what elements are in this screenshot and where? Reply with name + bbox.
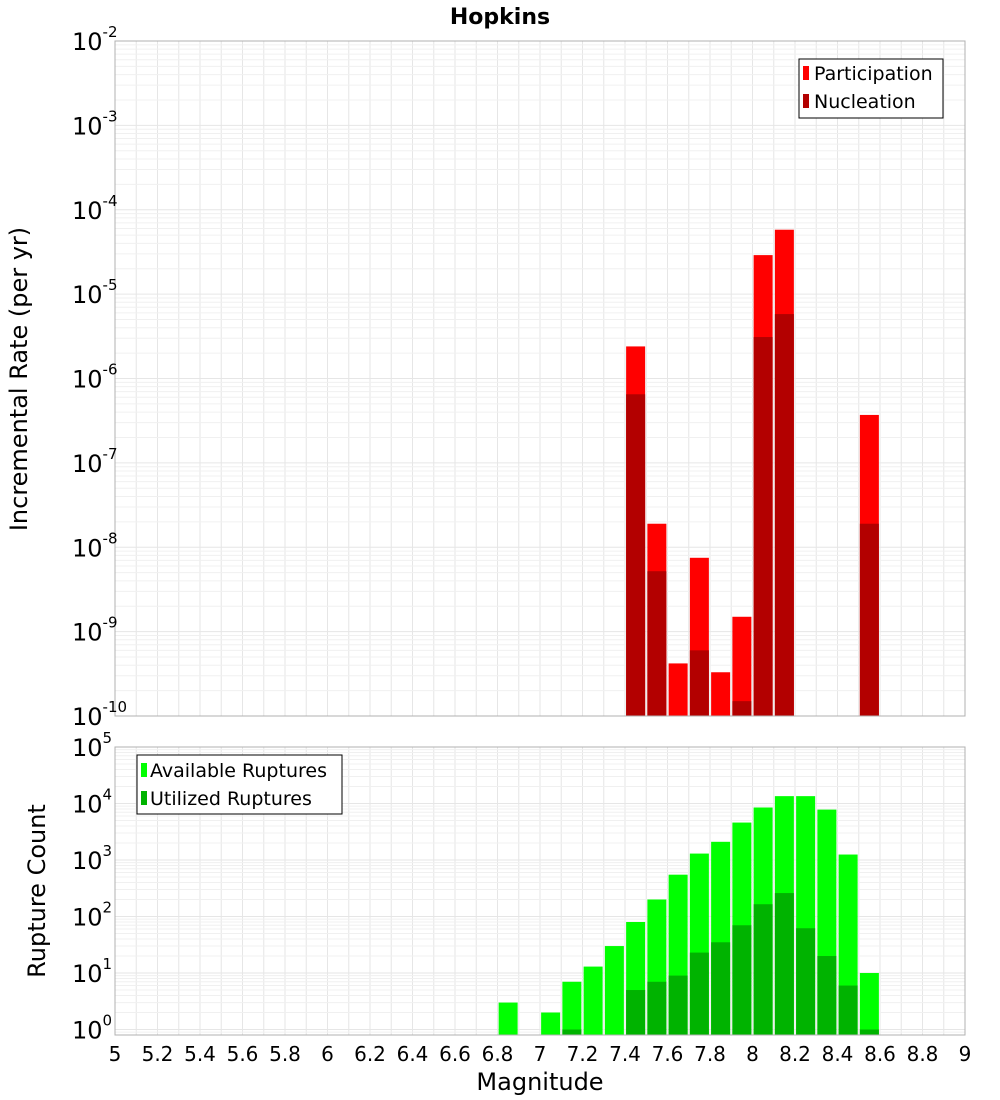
bottom-bar-series2 [817, 956, 837, 1035]
bottom-bar-series2 [796, 928, 816, 1035]
x-tick-label: 6 [321, 1042, 334, 1066]
bottom-bar-series1 [498, 1002, 518, 1035]
bottom-y-tick-label: 104 [72, 786, 112, 819]
x-tick-labels: 5 5.2 5.4 5.6 5.8 6 6.2 6.4 6.6 6.8 7 7.2 7.4 7.6 7.8 8… [109, 1042, 972, 1066]
bottom-bar-series2 [562, 1029, 582, 1035]
bottom-bar-series2 [689, 952, 709, 1035]
x-tick-label: 5 [109, 1042, 122, 1066]
bottom-bar-series1 [859, 973, 879, 1035]
x-tick-label: 5.6 [227, 1042, 259, 1066]
bottom-bar-series2 [711, 942, 731, 1035]
top-bar-series2 [626, 394, 646, 716]
bottom-bar-series2 [838, 985, 858, 1035]
legend-label-available: Available Ruptures [150, 760, 327, 782]
bottom-y-tick-label: 100 [72, 1012, 112, 1045]
top-y-tick-label: 10-9 [72, 614, 118, 647]
x-tick-label: 7.6 [652, 1042, 684, 1066]
bottom-bar-series2 [859, 1029, 879, 1035]
x-tick-label: 6.2 [354, 1042, 386, 1066]
bottom-y-tick-label: 103 [72, 842, 112, 875]
bottom-legend-box [136, 754, 343, 815]
top-bar-series2 [753, 337, 773, 716]
bottom-y-tick-label: 102 [72, 899, 112, 932]
top-bar-series2 [689, 650, 709, 716]
bottom-legend: Available Ruptures Utilized Ruptures [136, 754, 343, 815]
top-y-tick-label: 10-2 [72, 23, 118, 56]
top-y-tick-labels: 10-2 10-3 10-4 10-5 10-6 10-7 10-8 10-9 10-10 [72, 23, 127, 731]
x-tick-label: 5.4 [184, 1042, 216, 1066]
bottom-bar-series2 [753, 904, 773, 1035]
top-y-tick-label: 10-5 [72, 276, 118, 309]
legend-swatch-available [141, 763, 147, 777]
top-bars [626, 229, 879, 717]
legend-label-nucleation: Nucleation [814, 91, 916, 113]
top-bar-series2 [859, 523, 879, 716]
top-y-tick-label: 10-10 [72, 698, 127, 731]
legend-swatch-nucleation [803, 94, 809, 108]
top-bar-series1 [732, 616, 752, 716]
legend-swatch-utilized [141, 791, 147, 805]
bottom-bar-series2 [626, 990, 646, 1035]
top-bar-series1 [711, 672, 731, 716]
bottom-y-axis-label: Rupture Count [23, 804, 51, 978]
legend-label-utilized: Utilized Ruptures [150, 788, 312, 810]
bottom-y-tick-label: 101 [72, 955, 112, 988]
x-tick-label: 8 [746, 1042, 759, 1066]
bottom-bar-series2 [732, 925, 752, 1035]
x-tick-label: 8.4 [822, 1042, 854, 1066]
bottom-bar-series2 [668, 975, 688, 1035]
legend-swatch-participation [803, 66, 809, 80]
top-y-axis-label: Incremental Rate (per yr) [5, 227, 33, 531]
top-y-tick-label: 10-8 [72, 529, 118, 562]
x-tick-label: 7 [534, 1042, 547, 1066]
top-bar-series2 [647, 571, 667, 716]
top-grid [114, 40, 966, 717]
bottom-y-tick-labels: 105 104 103 102 101 100 [72, 729, 112, 1045]
top-bar-series2 [774, 314, 794, 716]
bottom-bars [498, 796, 879, 1035]
x-tick-label: 8.6 [864, 1042, 896, 1066]
x-tick-label: 9 [959, 1042, 972, 1066]
bottom-bar-series1 [541, 1012, 561, 1035]
top-y-tick-label: 10-7 [72, 445, 118, 478]
bottom-bar-series2 [774, 893, 794, 1035]
bottom-bar-series1 [583, 966, 603, 1035]
chart-title: Hopkins [450, 5, 550, 30]
top-bar-series1 [668, 663, 688, 716]
x-tick-label: 8.2 [779, 1042, 811, 1066]
x-tick-label: 6.8 [482, 1042, 514, 1066]
top-y-tick-label: 10-4 [72, 192, 118, 225]
bottom-bar-series2 [647, 981, 667, 1035]
top-plot-frame [114, 40, 966, 717]
bottom-panel: 105 104 103 102 101 100 Rupture Count Availab… [23, 729, 971, 1096]
top-bar-series2 [732, 701, 752, 716]
bottom-bar-series1 [562, 981, 582, 1035]
top-legend: Participation Nucleation [798, 58, 944, 119]
top-legend-box [798, 58, 944, 119]
x-tick-label: 7.4 [609, 1042, 641, 1066]
x-tick-label: 6.4 [397, 1042, 429, 1066]
bottom-y-tick-label: 105 [72, 729, 112, 762]
x-tick-label: 7.2 [567, 1042, 599, 1066]
x-tick-label: 6.6 [439, 1042, 471, 1066]
top-panel: 10-2 10-3 10-4 10-5 10-6 10-7 10-8 10-9 10-10 In… [5, 23, 966, 731]
legend-label-participation: Participation [814, 63, 933, 85]
bottom-plot-frame [114, 746, 966, 1036]
top-y-tick-label: 10-6 [72, 361, 118, 394]
x-tick-label: 7.8 [694, 1042, 726, 1066]
top-y-tick-label: 10-3 [72, 107, 118, 140]
x-axis-label: Magnitude [476, 1068, 603, 1096]
bottom-bar-series1 [604, 946, 624, 1035]
x-tick-label: 8.8 [907, 1042, 939, 1066]
x-tick-label: 5.8 [269, 1042, 301, 1066]
x-tick-label: 5.2 [142, 1042, 174, 1066]
